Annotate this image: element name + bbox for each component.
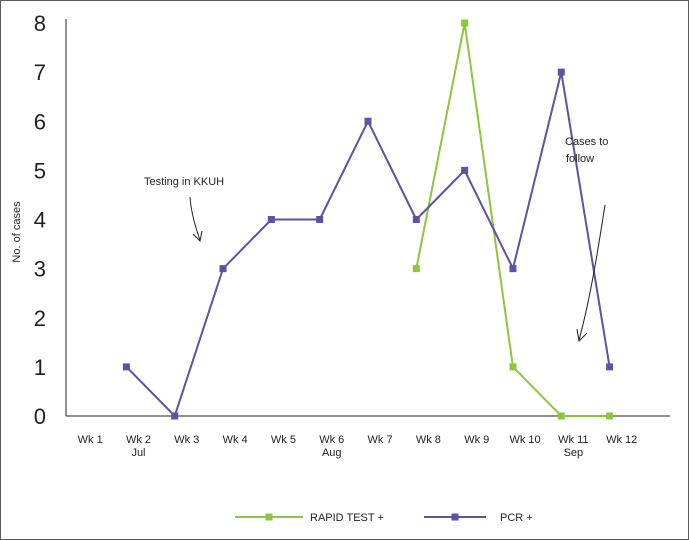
x-tick-label: Wk 6	[319, 434, 344, 446]
annotation-testing-text: Testing in KKUH	[144, 176, 224, 188]
data-point-pcr	[122, 363, 130, 371]
x-tick-sublabel: Aug	[322, 447, 342, 459]
x-tick-label: Wk 1	[78, 434, 103, 446]
y-tick-label: 6	[34, 109, 46, 134]
data-point-pcr	[171, 412, 179, 420]
x-tick-label: Wk 8	[416, 434, 441, 446]
data-point-pcr	[364, 117, 372, 125]
data-point-rapid-test	[412, 265, 420, 273]
data-point-pcr	[606, 363, 614, 371]
annotation-testing-arrow	[189, 196, 201, 241]
x-tick-label: Wk 12	[606, 434, 637, 446]
legend-label-rapid-test: RAPID TEST +	[310, 512, 384, 524]
data-point-rapid-test	[509, 363, 517, 371]
annotation-testing-arrowhead	[192, 230, 203, 243]
data-point-pcr	[412, 216, 420, 223]
x-tick-label: Wk 2	[126, 434, 151, 446]
y-axis-label: No. of cases	[11, 201, 23, 263]
data-point-rapid-test	[557, 412, 565, 420]
data-point-rapid-test	[461, 19, 469, 27]
y-tick-label: 1	[34, 355, 46, 380]
data-point-pcr	[316, 216, 324, 223]
legend-label-pcr: PCR +	[500, 512, 533, 524]
x-tick-label: Wk 9	[464, 434, 489, 446]
x-tick-label: Wk 4	[223, 434, 248, 446]
data-point-pcr	[267, 216, 275, 223]
data-point-pcr	[461, 166, 469, 174]
x-tick-label: Wk 11	[558, 434, 588, 446]
series-line-rapid-test	[415, 22, 610, 417]
x-tick-sublabel: Jul	[131, 447, 145, 459]
y-tick-label: 7	[34, 60, 46, 85]
annotation-follow-line-2: follow	[566, 153, 594, 165]
axes	[65, 19, 670, 417]
legend-swatch-marker-rapid-test	[265, 513, 273, 521]
x-tick-label: Wk 10	[509, 434, 540, 446]
y-tick-label: 5	[34, 158, 46, 183]
y-tick-labels: 0 1 2 3 4 5 6 7 8	[34, 11, 46, 429]
data-point-rapid-test	[606, 412, 614, 420]
series-layer	[122, 19, 614, 420]
legend: RAPID TEST + PCR +	[235, 512, 533, 524]
data-point-pcr	[509, 265, 517, 273]
legend-swatch-marker-pcr	[451, 513, 459, 521]
y-axis-label-group: No. of cases	[11, 201, 23, 263]
data-point-pcr	[557, 68, 565, 76]
x-tick-label: Wk 7	[368, 434, 393, 446]
y-tick-label: 0	[34, 404, 46, 429]
y-tick-label: 3	[34, 257, 46, 282]
x-tick-sublabel: Sep	[564, 447, 584, 459]
annotation-testing-in-kkuh: Testing in KKUH	[144, 176, 224, 243]
annotation-cases-to-follow: Cases to follow	[565, 136, 608, 343]
y-tick-label: 4	[34, 208, 46, 233]
annotation-follow-line-1: Cases to	[565, 136, 608, 148]
annotation-follow-arrowhead	[576, 328, 588, 343]
annotation-follow-arrow	[578, 204, 606, 341]
x-tick-label: Wk 5	[271, 434, 296, 446]
y-tick-label: 2	[34, 306, 46, 331]
x-tick-label: Wk 3	[174, 434, 199, 446]
y-tick-label: 8	[34, 11, 46, 36]
data-point-pcr	[219, 265, 227, 273]
